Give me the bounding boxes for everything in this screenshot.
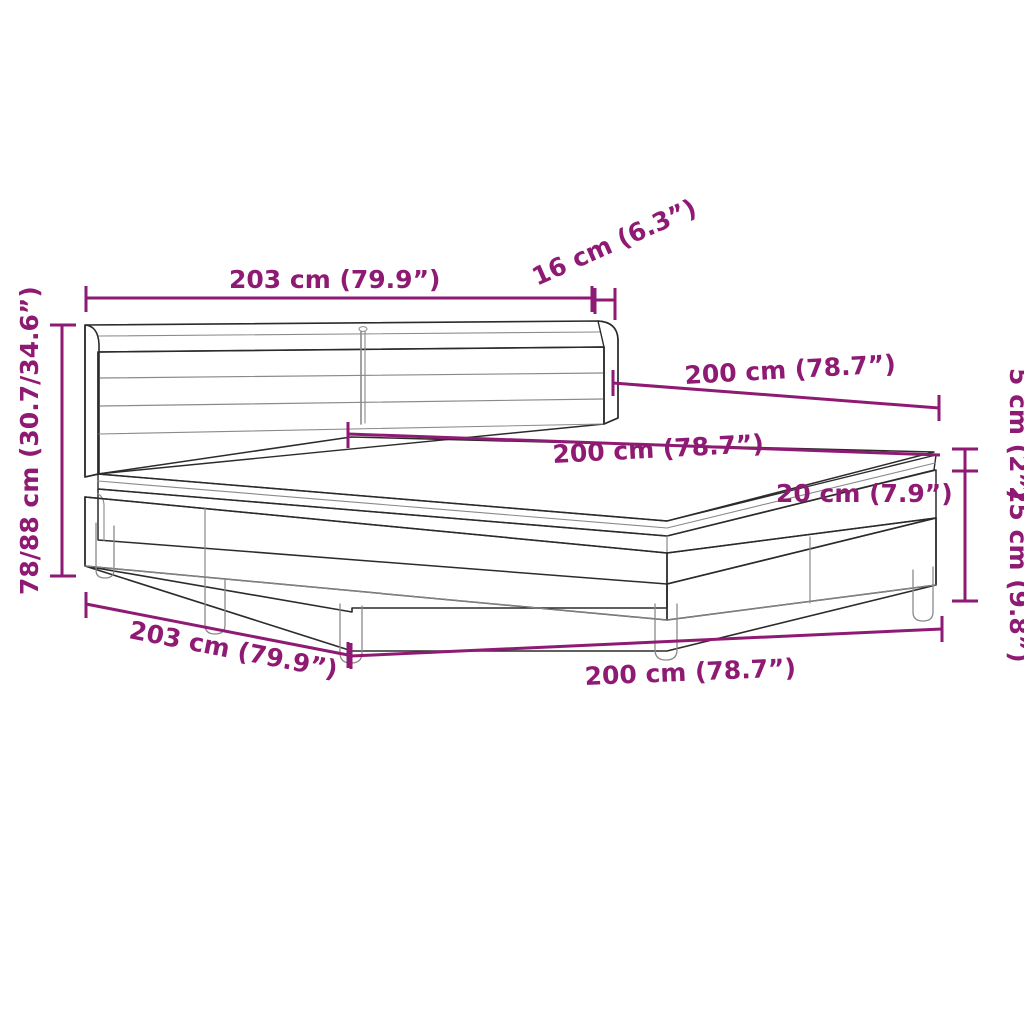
dimension-mattress-length-upper [611,370,941,421]
label-base-width: 200 cm (78.7”) [584,653,796,691]
dimension-headboard-depth [593,288,617,320]
label-base-depth: 203 cm (79.9”) [127,615,340,684]
label-base-height: 25 cm (9.8”) [1004,486,1024,663]
dimension-topper-thickness [952,447,978,473]
label-mattress-width-front: 200 cm (78.7”) [552,429,765,469]
bed-base [84,496,937,652]
bed-illustration [84,320,937,664]
label-headboard-width: 203 cm (79.9”) [229,265,440,294]
label-headboard-depth: 16 cm (6.3”) [528,193,701,291]
dimension-base-depth [84,592,350,668]
dimension-mattress-width-front [346,422,941,457]
label-total-height: 78/88 cm (30.7/34.6”) [15,286,44,595]
label-topper-thickness: 5 cm (2”) [1004,368,1024,500]
dimension-base-height [952,471,978,603]
dimension-total-height [50,323,76,578]
label-mattress-thickness: 20 cm (7.9”) [776,479,953,508]
dimension-headboard-width [84,286,594,312]
label-mattress-length-upper: 200 cm (78.7”) [684,349,897,390]
dimension-base-width [349,616,944,669]
headboard [84,320,619,478]
